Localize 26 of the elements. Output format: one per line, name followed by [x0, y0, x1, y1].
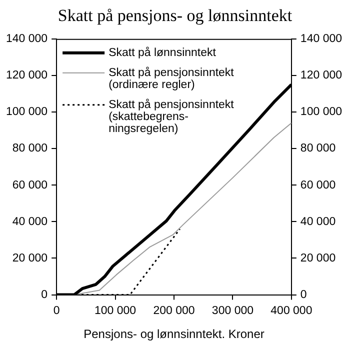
x-tick-label: 0: [53, 304, 60, 317]
legend-label: Skatt på pensjonsinntekt (skattebegrens-ningsregelen): [108, 98, 235, 135]
x-axis-title: Pensjons- og lønnsinntekt. Kroner: [84, 327, 264, 342]
chart-title: Skatt på pensjons- og lønnsinntekt: [56, 6, 294, 27]
x-tick-label: 200 000: [153, 304, 195, 317]
y2-tick-label: 80 000: [300, 142, 336, 155]
y2-tick-label: 40 000: [300, 216, 336, 228]
y-tick-label: 100 000: [6, 106, 48, 118]
x-tick-label: 300 000: [212, 304, 254, 317]
y2-tick-label: 60 000: [300, 179, 336, 192]
legend-label: Skatt på lønnsinntekt: [108, 46, 217, 59]
y-tick-label: 120 000: [6, 70, 48, 82]
y-tick-label: 0: [41, 288, 48, 301]
y-tick-label: 20 000: [12, 252, 48, 264]
y2-tick-label: 0: [300, 288, 307, 301]
x-tick-label: 100 000: [94, 304, 136, 317]
legend-label: Skatt på pensjonsinntekt (ordinære regler): [108, 66, 235, 91]
y2-tick-label: 120 000: [300, 70, 342, 82]
y-tick-label: 60 000: [12, 179, 48, 192]
y2-tick-label: 20 000: [300, 252, 336, 264]
y2-tick-label: 140 000: [300, 33, 342, 46]
y-tick-label: 140 000: [6, 33, 48, 46]
y-tick-label: 80 000: [12, 142, 48, 155]
y-tick-label: 40 000: [12, 216, 48, 228]
x-tick-label: 400 000: [270, 304, 312, 317]
y2-tick-label: 100 000: [300, 106, 342, 118]
